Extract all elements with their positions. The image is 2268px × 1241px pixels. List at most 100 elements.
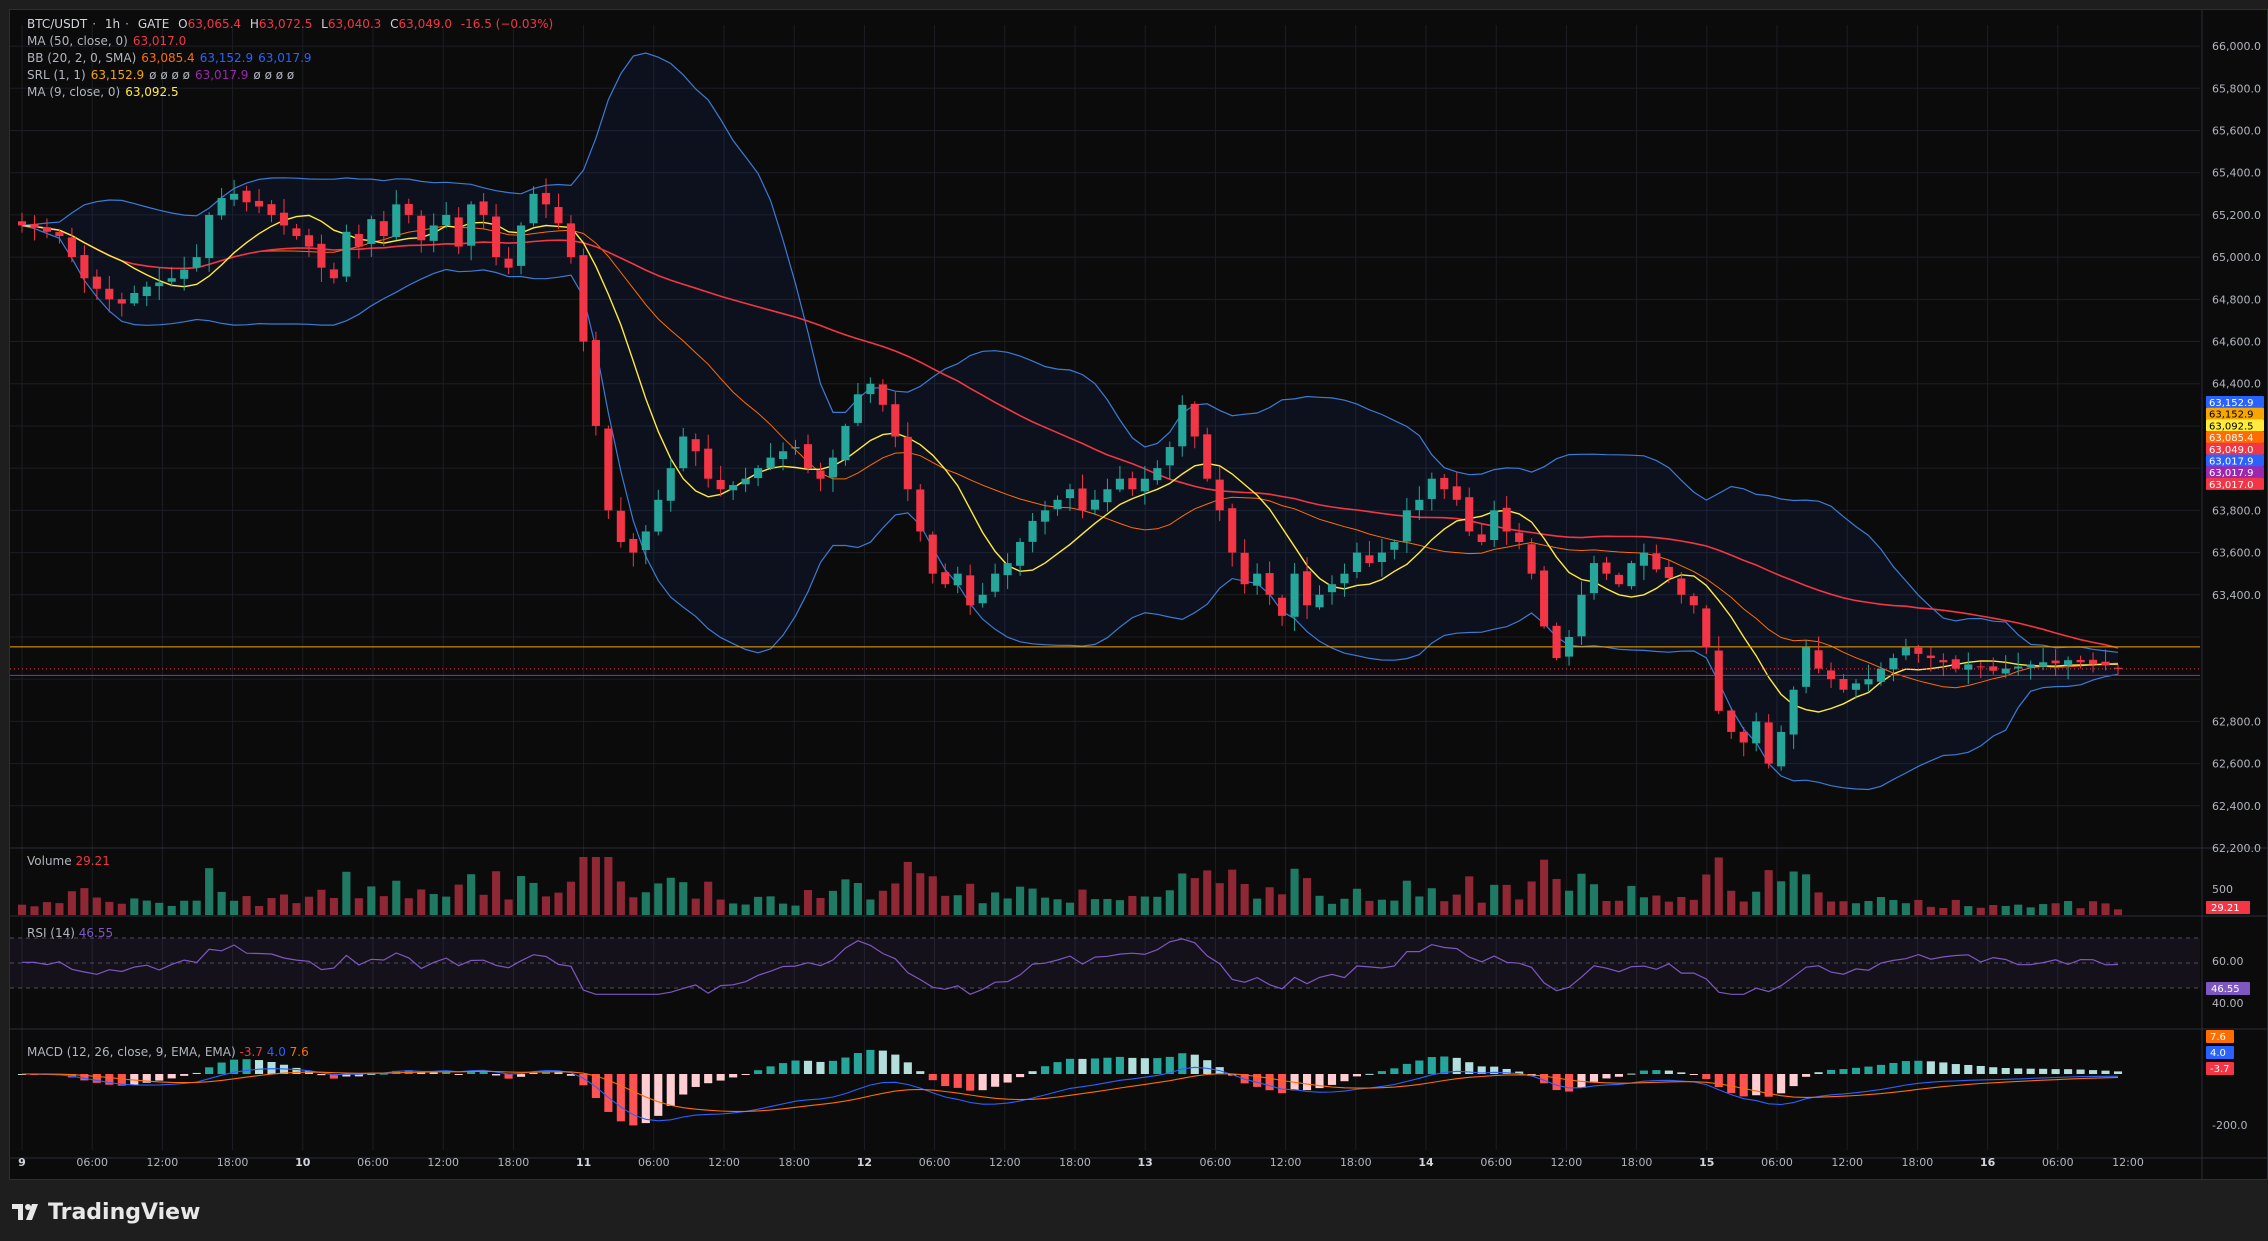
candle-body [679, 436, 688, 469]
macd-hist-bar [1689, 1074, 1698, 1075]
volume-bar [729, 903, 738, 915]
volume-bar [2113, 909, 2123, 915]
volume-bar [1926, 906, 1935, 915]
volume-pane-legend[interactable]: Volume 29.21 [27, 854, 110, 868]
macd-hist-bar [991, 1074, 1000, 1087]
price-axis-tick: 64,600.0 [2212, 336, 2261, 349]
candle-body [1352, 552, 1362, 573]
candle-body [554, 207, 563, 224]
volume-bar [766, 896, 775, 915]
price-badge [2206, 477, 2264, 490]
legend-symbol: BTC/USDT [27, 17, 88, 31]
tradingview-logo[interactable]: TradingView [12, 1198, 200, 1226]
time-axis-label: 06:00 [2042, 1156, 2074, 1169]
macd-hist-bar [679, 1074, 688, 1095]
volume-badge [2206, 901, 2250, 914]
candle-body [1053, 499, 1062, 510]
volume-bar [504, 899, 513, 915]
volume-bar [192, 900, 201, 915]
candle-body [354, 233, 363, 247]
time-axis-label: 18:00 [1059, 1156, 1091, 1169]
grid-lines [10, 25, 2200, 1150]
legend-ma50-row[interactable]: MA (50, close, 0) 63,017.0 [27, 33, 191, 50]
candle-body [2113, 667, 2123, 669]
volume-bar [1265, 887, 1274, 915]
macd-hist-bar [1040, 1066, 1050, 1074]
volume-bar [1851, 903, 1861, 915]
macd-hist-bar [2076, 1069, 2085, 1074]
rsi-pane-legend[interactable]: RSI (14) 46.55 [27, 926, 113, 940]
macd-badge [2206, 1046, 2234, 1059]
legend-c-label: C [390, 17, 399, 31]
price-badge-label: 63,152.9 [2209, 410, 2254, 421]
volume-bar [1515, 899, 1524, 915]
macd-hist-bar [1664, 1070, 1673, 1074]
volume-bar [1178, 873, 1187, 915]
candle-body [1290, 573, 1299, 617]
candle-body [1627, 563, 1636, 587]
volume-bar [105, 901, 114, 915]
legend-srl-row[interactable]: SRL (1, 1) 63,152.9 ø ø ø ø 63,017.9 ø ø ø ø [27, 67, 299, 84]
candle-body [467, 204, 476, 246]
volume-bar [292, 903, 301, 915]
candle-body [816, 470, 825, 479]
volume-bar [1003, 898, 1012, 915]
macd-hist-bar [1540, 1074, 1549, 1084]
volume-bar [803, 890, 813, 915]
chart-frame[interactable]: 66,000.0 65,800.0 65,600.0 65,400.0 65,200.0… [9, 9, 2268, 1180]
volume-bar [267, 898, 276, 915]
candle-body [367, 219, 376, 244]
candle-body [454, 217, 463, 247]
volume-bar [941, 895, 950, 915]
volume-bar [1427, 888, 1436, 915]
macd-pane-legend[interactable]: MACD (12, 26, close, 9, EMA, EMA) -3.7 4… [27, 1045, 309, 1059]
legend-symbol-row[interactable]: BTC/USDT · 1h · GATE O63,065.4 H63,072.5 L… [27, 17, 554, 31]
macd-hist-bar [1951, 1064, 1960, 1074]
volume-bar [704, 881, 713, 915]
macd-hist-bar [1901, 1061, 1910, 1074]
volume-bar [167, 905, 176, 915]
candle-body [666, 468, 675, 501]
chart-canvas[interactable]: 66,000.0 65,800.0 65,600.0 65,400.0 65,200.0… [10, 10, 2267, 1179]
candle-body [180, 269, 189, 279]
price-axis-tick: 65,400.0 [2212, 167, 2261, 180]
legend-bb-row[interactable]: BB (20, 2, 0, SMA) 63,085.4 63,152.9 63,017… [27, 50, 317, 67]
candle-body [1540, 570, 1549, 627]
macd-hist-bar [1440, 1056, 1449, 1074]
volume-bar [2088, 901, 2098, 915]
macd-hist-bar [217, 1062, 226, 1074]
macd-hist-bar [1165, 1056, 1174, 1074]
candle-body [1614, 574, 1624, 585]
tradingview-wordmark: TradingView [48, 1199, 201, 1225]
volume-bar [1028, 888, 1037, 915]
candle-body [903, 436, 912, 490]
volume-bar [1352, 888, 1362, 915]
volume-bar [716, 899, 725, 915]
candle-body [1826, 670, 1836, 680]
candle-body [1964, 664, 1973, 670]
volume-bar [1302, 878, 1312, 915]
volume-bar [1253, 898, 1262, 915]
candle-body [754, 468, 763, 479]
macd-hist-bar [604, 1074, 613, 1112]
candle-body [329, 269, 338, 279]
price-axis-tick: 65,800.0 [2212, 82, 2261, 95]
volume-bar [566, 881, 576, 915]
macd-hist-bar [117, 1074, 126, 1086]
macd-hist-bar [1802, 1074, 1811, 1077]
candle-body [1302, 571, 1312, 606]
candle-body [2051, 660, 2060, 664]
candle-body [1802, 647, 1811, 687]
macd-hist-bar [354, 1074, 363, 1077]
macd-signal-line [22, 1070, 2119, 1112]
candle-body [729, 485, 738, 491]
candle-body [167, 278, 176, 282]
time-axis-label: 06:00 [919, 1156, 951, 1169]
macd-hist-bar [1065, 1058, 1075, 1074]
candle-body [217, 198, 226, 216]
volume-bar [42, 902, 52, 915]
macd-hist-bar [778, 1063, 788, 1074]
legend-ma9-row[interactable]: MA (9, close, 0) 63,092.5 [27, 84, 184, 101]
macd-hist-bar [1265, 1074, 1274, 1091]
volume-bar [1677, 896, 1686, 915]
